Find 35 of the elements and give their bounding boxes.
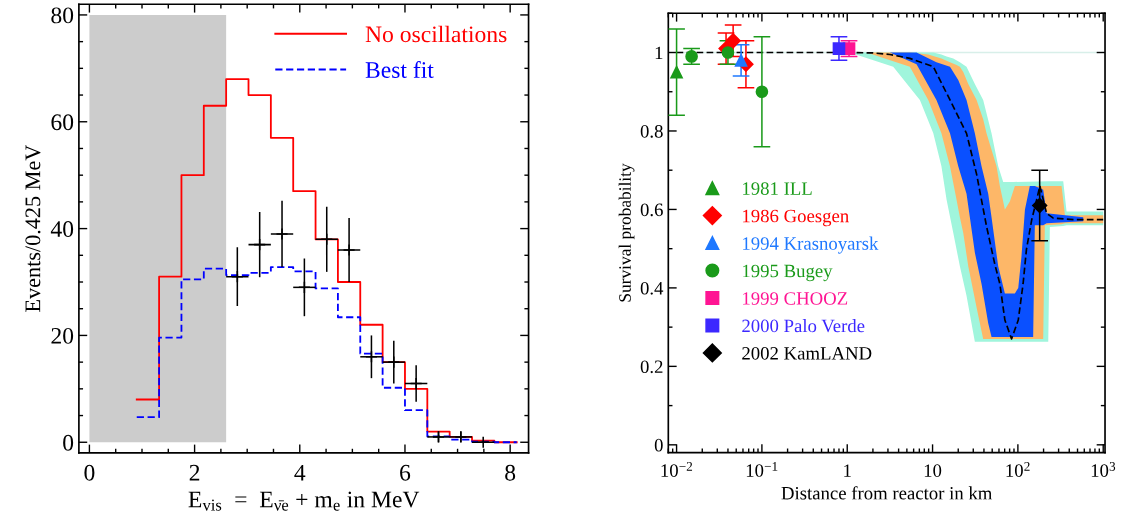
x-tick-label: 1	[844, 464, 851, 477]
x-tick-label: 10$^{2}$	[1006, 461, 1030, 477]
y-axis-title: Events/0.425 MeV	[25, 144, 41, 312]
y-tick-label: 0.8	[640, 125, 663, 138]
legend-label: 2002 KamLAND	[742, 346, 872, 360]
x-axis-title: Distance from reactor in km	[781, 486, 993, 500]
legend-label: 1994 Krasnoyarsk	[743, 236, 879, 254]
y-axis-title: Survival probability	[618, 163, 635, 302]
x-tick-label: 10$^{3}$	[1091, 461, 1116, 477]
y-tick-label: 60	[51, 114, 74, 131]
x-tick-label: 10$^{−1}$	[746, 461, 778, 477]
x-axis-title: E$_{vis}$ = E$_{ν̄e}$ + m$_{e}$ in MeV	[188, 491, 420, 511]
legend-label: 1981 ILL	[743, 182, 812, 195]
legend-label: 1999 CHOOZ	[743, 292, 848, 305]
x-tick-label: 2	[189, 464, 200, 481]
y-tick-label: 0	[654, 438, 663, 452]
y-tick-label: 80	[51, 7, 74, 24]
y-tick-label: 0.2	[640, 360, 663, 374]
legend-label: 1995 Bugey	[743, 264, 833, 282]
x-tick-label: 8	[505, 464, 516, 481]
x-tick-label: 4	[294, 464, 306, 481]
legend-label: 1986 Goesgen	[743, 209, 849, 227]
y-tick-label: 0.6	[640, 203, 663, 217]
legend-label: No oscillations	[365, 25, 507, 43]
y-tick-label: 20	[51, 327, 74, 344]
legend-label: 2000 Palo Verde	[742, 319, 865, 333]
y-tick-label: 0.4	[640, 281, 664, 295]
y-tick-label: 40	[50, 221, 74, 238]
x-tick-label: 10$^{−2}$	[661, 461, 693, 477]
y-tick-label: 1	[655, 46, 663, 60]
y-tick-label: 0	[63, 434, 74, 451]
x-tick-label: 6	[400, 464, 411, 481]
x-tick-label: 0	[84, 464, 95, 481]
legend-label: Best fit	[365, 61, 434, 78]
x-tick-label: 10	[924, 464, 942, 477]
